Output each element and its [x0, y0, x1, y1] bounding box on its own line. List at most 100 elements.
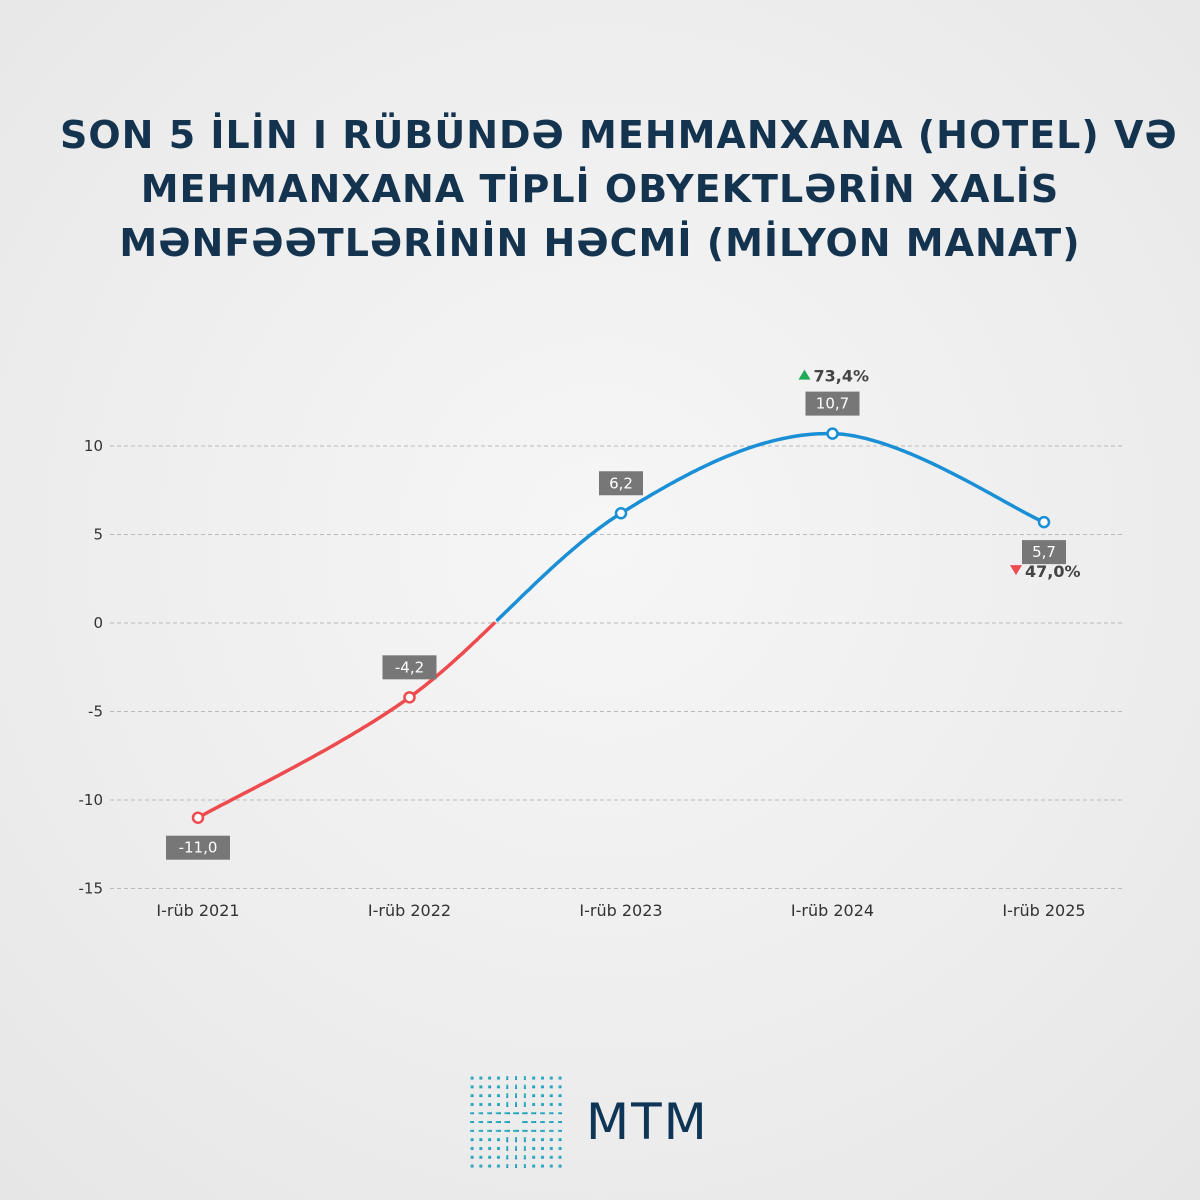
logo-dot — [549, 1138, 553, 1142]
logo-dot — [470, 1094, 474, 1098]
logo-dot — [540, 1164, 544, 1168]
logo-dot — [558, 1102, 562, 1106]
logo-dot — [478, 1129, 483, 1132]
logo-dot — [479, 1164, 483, 1168]
logo-dot — [523, 1076, 526, 1080]
logo-dot — [470, 1076, 474, 1080]
logo-dot — [523, 1093, 526, 1098]
logo-dot — [558, 1085, 562, 1089]
logo-dot — [470, 1129, 474, 1132]
logo-dot — [479, 1138, 483, 1142]
logo-dot — [540, 1076, 544, 1080]
logo-dot — [549, 1121, 554, 1123]
logo-dot — [558, 1129, 562, 1132]
logo-dot — [540, 1102, 544, 1106]
brand-logo: MTM — [468, 1072, 709, 1172]
x-tick-label: I-rüb 2022 — [368, 901, 451, 920]
logo-dot — [470, 1155, 474, 1159]
logo-dot — [470, 1164, 474, 1168]
logo-dot — [540, 1085, 544, 1089]
logo-dot — [531, 1112, 537, 1115]
logo-dot — [532, 1085, 536, 1089]
logo-dot — [549, 1085, 553, 1089]
value-label-box — [166, 835, 230, 860]
logo-dot — [513, 1129, 519, 1132]
value-label: 6,2 — [609, 474, 633, 492]
logo-dot — [470, 1102, 474, 1106]
change-percent-label: 47,0% — [1025, 562, 1081, 581]
logo-dot — [523, 1146, 526, 1151]
logo-dot — [513, 1112, 519, 1115]
logo-dot — [522, 1112, 528, 1115]
logo-dot — [515, 1146, 517, 1151]
logo-dot — [496, 1085, 500, 1089]
title-line-1: SON 5 İLİN I RÜBÜNDƏ MEHMANXANA (HOTEL) … — [60, 113, 1178, 157]
logo-dot — [549, 1076, 553, 1080]
logo-dot — [532, 1164, 536, 1168]
logo-dot — [549, 1094, 553, 1098]
logo-dot — [540, 1129, 545, 1132]
data-point — [826, 427, 839, 440]
logo-dot — [549, 1129, 554, 1132]
logo-dot — [558, 1146, 562, 1150]
y-tick-label: 10 — [84, 437, 103, 455]
logo-dot — [470, 1146, 474, 1150]
title-line-3: MƏNFƏƏTLƏRİNİN HƏCMİ (MİLYON MANAT) — [119, 221, 1081, 265]
logo-dot — [515, 1076, 517, 1080]
value-label: -4,2 — [395, 658, 424, 676]
value-label-box — [382, 655, 437, 680]
logo-dot — [523, 1084, 526, 1089]
logo-dot — [540, 1094, 544, 1098]
logo-dot — [496, 1102, 500, 1106]
logo-dot — [506, 1084, 509, 1089]
data-point — [191, 811, 205, 824]
y-tick-label: -15 — [79, 880, 104, 898]
logo-dot — [532, 1102, 536, 1106]
logo-dot — [549, 1164, 553, 1168]
logo-dot — [515, 1137, 517, 1143]
logo-dot — [558, 1112, 562, 1115]
logo-dot — [488, 1155, 492, 1159]
mtm-logo-icon — [470, 1076, 562, 1168]
logo-dot — [479, 1094, 483, 1098]
logo-dot — [532, 1146, 536, 1150]
data-point — [403, 691, 416, 704]
value-label-box — [805, 391, 860, 416]
x-tick-label: I-rüb 2023 — [579, 901, 662, 920]
value-label: -11,0 — [179, 839, 218, 857]
value-label-box — [1022, 540, 1066, 565]
logo-dot — [496, 1094, 500, 1098]
logo-dot — [515, 1155, 517, 1160]
logo-dot — [495, 1112, 501, 1115]
logo-dot — [496, 1138, 500, 1142]
logo-dot — [470, 1112, 474, 1115]
logo-dot — [496, 1164, 500, 1168]
logo-dot — [506, 1101, 509, 1107]
logo-dot — [504, 1112, 510, 1115]
down-arrow-icon — [1010, 565, 1022, 576]
logo-dot — [506, 1146, 509, 1151]
logo-dot — [496, 1076, 500, 1080]
data-point — [614, 507, 628, 520]
logo-dot — [488, 1102, 492, 1106]
logo-dot — [532, 1138, 536, 1142]
logo-dot — [515, 1093, 517, 1098]
x-tick-label: I-rüb 2021 — [156, 901, 239, 920]
chart-title: SON 5 İLİN I RÜBÜNDƏ MEHMANXANA (HOTEL) … — [60, 108, 1178, 270]
value-label: 10,7 — [816, 395, 849, 413]
logo-dot — [506, 1155, 509, 1160]
logo-dot — [495, 1121, 501, 1123]
logo-dot — [549, 1155, 553, 1159]
logo-dot — [540, 1121, 545, 1123]
logo-dot — [523, 1155, 526, 1160]
logo-dot — [531, 1121, 537, 1123]
change-percent-label: 73,4% — [814, 367, 870, 386]
logo-dot — [479, 1102, 483, 1106]
logo-dot — [532, 1076, 536, 1080]
logo-dot — [506, 1164, 509, 1168]
logo-dot — [540, 1138, 544, 1142]
logo-dot — [523, 1164, 526, 1168]
x-tick-label: I-rüb 2025 — [1002, 901, 1085, 920]
logo-dot — [540, 1146, 544, 1150]
